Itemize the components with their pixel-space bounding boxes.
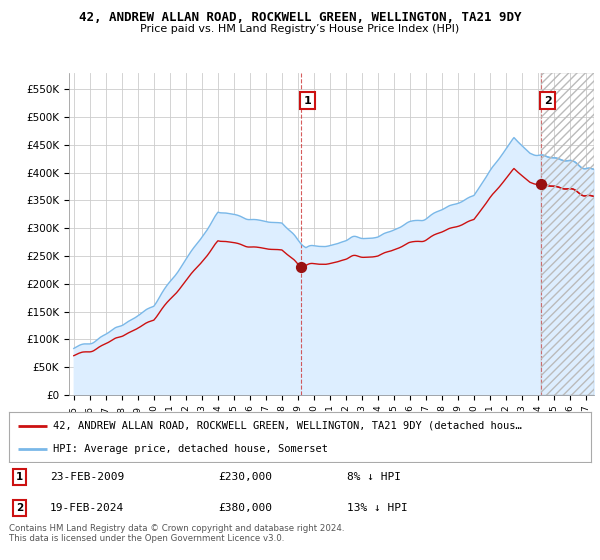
Point — [536, 179, 545, 188]
Text: Price paid vs. HM Land Registry’s House Price Index (HPI): Price paid vs. HM Land Registry’s House … — [140, 24, 460, 34]
Text: 8% ↓ HPI: 8% ↓ HPI — [347, 472, 401, 482]
Text: 42, ANDREW ALLAN ROAD, ROCKWELL GREEN, WELLINGTON, TA21 9DY: 42, ANDREW ALLAN ROAD, ROCKWELL GREEN, W… — [79, 11, 521, 24]
Text: 1: 1 — [304, 96, 311, 105]
Text: 13% ↓ HPI: 13% ↓ HPI — [347, 503, 407, 513]
Text: £230,000: £230,000 — [218, 472, 272, 482]
Text: 23-FEB-2009: 23-FEB-2009 — [50, 472, 124, 482]
Point — [296, 263, 305, 272]
Text: 2: 2 — [16, 503, 23, 513]
Text: This data is licensed under the Open Government Licence v3.0.: This data is licensed under the Open Gov… — [9, 534, 284, 543]
Text: 2: 2 — [544, 96, 551, 105]
Text: 19-FEB-2024: 19-FEB-2024 — [50, 503, 124, 513]
Text: HPI: Average price, detached house, Somerset: HPI: Average price, detached house, Some… — [53, 444, 328, 454]
Text: 42, ANDREW ALLAN ROAD, ROCKWELL GREEN, WELLINGTON, TA21 9DY (detached hous…: 42, ANDREW ALLAN ROAD, ROCKWELL GREEN, W… — [53, 421, 521, 431]
Text: £380,000: £380,000 — [218, 503, 272, 513]
Bar — [541, 73, 594, 395]
Text: 1: 1 — [16, 472, 23, 482]
Text: Contains HM Land Registry data © Crown copyright and database right 2024.: Contains HM Land Registry data © Crown c… — [9, 524, 344, 533]
Bar — [541, 73, 594, 395]
